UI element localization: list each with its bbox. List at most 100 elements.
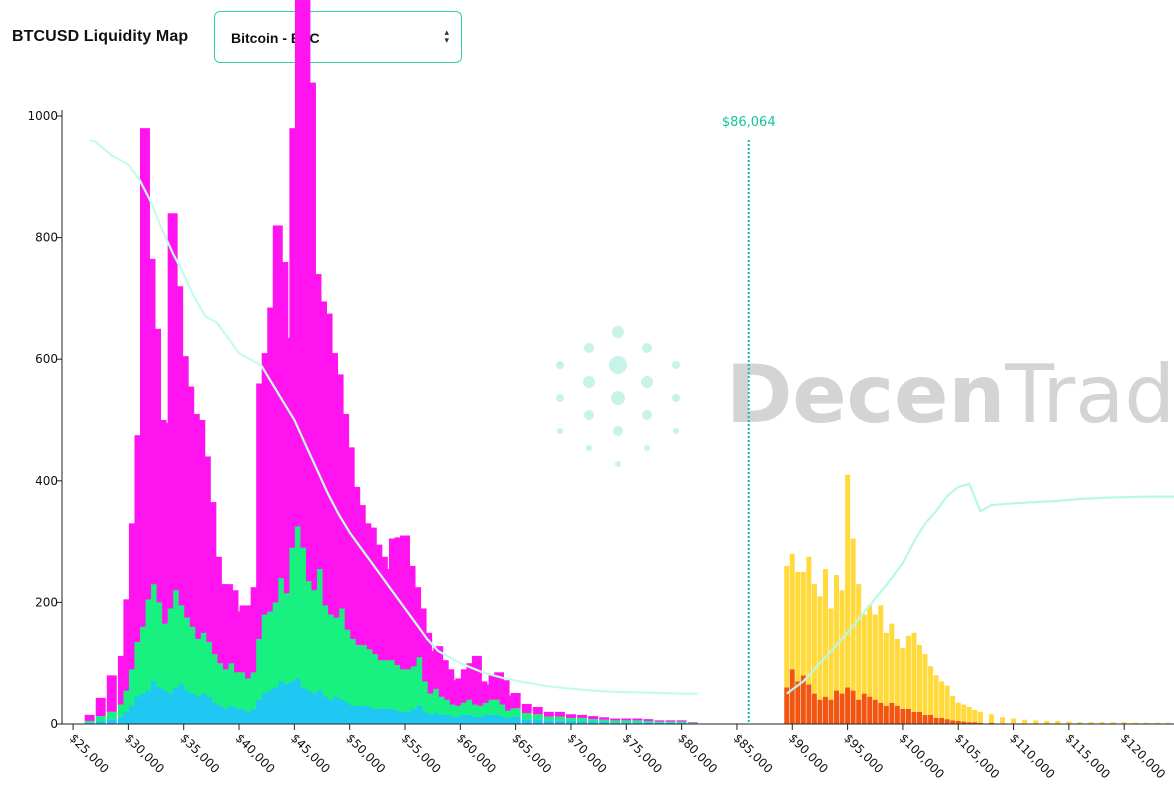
- long-bar: [621, 720, 632, 723]
- long-bar: [117, 716, 128, 724]
- long-bar: [178, 605, 189, 685]
- long-bar: [106, 675, 117, 712]
- short-bar: [845, 687, 851, 724]
- long-bar: [333, 696, 344, 724]
- long-liquidity-bars: [84, 0, 698, 724]
- long-bar: [577, 720, 588, 724]
- long-bar: [206, 641, 217, 697]
- long-bar: [339, 413, 350, 609]
- long-bar: [477, 705, 488, 717]
- long-bar: [610, 722, 621, 724]
- long-bar: [372, 654, 383, 709]
- long-bar: [234, 672, 245, 709]
- long-bar: [95, 720, 106, 724]
- long-bar: [405, 711, 416, 724]
- short-bar: [784, 565, 790, 688]
- short-bar: [795, 572, 801, 682]
- watermark-dot: [609, 356, 627, 374]
- long-bar: [322, 313, 333, 606]
- long-bar: [162, 623, 173, 691]
- short-bar: [1077, 722, 1083, 724]
- long-bar: [449, 716, 460, 724]
- long-bar: [632, 720, 643, 723]
- long-bar: [300, 687, 311, 724]
- short-bar: [883, 632, 889, 706]
- long-bar: [455, 716, 466, 724]
- long-bar: [416, 705, 427, 724]
- watermark-dot: [556, 394, 564, 402]
- watermark-dot: [613, 426, 623, 436]
- long-bar: [466, 699, 477, 715]
- x-tick-label: $35,000: [177, 731, 222, 776]
- long-bar: [394, 710, 405, 724]
- short-bar: [911, 711, 917, 724]
- x-tick-label: $80,000: [675, 731, 720, 776]
- x-tick-label: $65,000: [509, 731, 554, 776]
- watermark-dot: [612, 326, 624, 338]
- x-tick-label: $75,000: [620, 731, 665, 776]
- short-bar: [972, 722, 978, 724]
- short-bar: [922, 654, 928, 715]
- long-bar: [206, 696, 217, 724]
- long-bar: [355, 644, 366, 706]
- watermark-dot: [642, 410, 652, 420]
- long-bar: [505, 695, 516, 711]
- long-bar: [250, 587, 261, 673]
- long-bar: [344, 629, 355, 703]
- long-bar: [377, 660, 388, 709]
- long-bar: [250, 672, 261, 709]
- long-bar: [411, 666, 422, 709]
- long-bar: [494, 714, 505, 724]
- long-bar: [565, 720, 576, 724]
- short-bar: [822, 696, 828, 724]
- short-bar: [1132, 722, 1138, 724]
- short-bar: [1044, 720, 1050, 724]
- long-bar: [411, 708, 422, 724]
- watermark-dot: [644, 445, 650, 451]
- x-tick-label: $70,000: [565, 731, 610, 776]
- long-bar: [245, 605, 256, 679]
- long-bar: [361, 705, 372, 724]
- asset-select[interactable]: Bitcoin - BTC ▴ ▾: [214, 11, 462, 63]
- long-bar: [228, 705, 239, 724]
- short-bar: [988, 714, 994, 723]
- y-tick-label: 400: [35, 474, 58, 488]
- long-bar: [283, 593, 294, 685]
- short-bar: [872, 614, 878, 700]
- long-bar: [162, 690, 173, 724]
- long-bar: [151, 681, 162, 724]
- long-bar: [234, 611, 245, 673]
- long-bar: [400, 711, 410, 724]
- watermark-dot: [672, 361, 680, 369]
- long-bar: [460, 714, 471, 724]
- long-bar: [294, 678, 305, 724]
- short-bar: [839, 693, 845, 724]
- long-bar: [449, 680, 460, 705]
- long-bar: [245, 711, 256, 724]
- watermark-dot: [584, 410, 594, 420]
- long-bar: [643, 720, 654, 723]
- long-bar: [499, 716, 510, 724]
- long-bar: [599, 717, 610, 720]
- long-bar: [317, 690, 327, 724]
- long-bar: [494, 699, 505, 715]
- short-bar: [911, 632, 917, 712]
- long-bar: [427, 651, 438, 694]
- long-bar: [499, 680, 510, 705]
- long-bar: [687, 722, 698, 724]
- page-title: BTCUSD Liquidity Map: [12, 28, 189, 45]
- long-bar: [554, 716, 565, 721]
- select-arrows-icon: ▴ ▾: [444, 28, 449, 46]
- short-bar: [845, 474, 851, 688]
- watermark-brand-bold: Decen: [726, 348, 1005, 441]
- long-bar: [151, 584, 162, 682]
- long-bar: [156, 602, 167, 688]
- long-bar: [222, 669, 233, 709]
- short-bar: [900, 648, 906, 709]
- x-tick-label: $115,000: [1063, 731, 1113, 781]
- long-bar: [289, 681, 300, 724]
- long-bar: [106, 719, 117, 724]
- long-bar: [477, 681, 488, 706]
- long-bar: [256, 699, 267, 724]
